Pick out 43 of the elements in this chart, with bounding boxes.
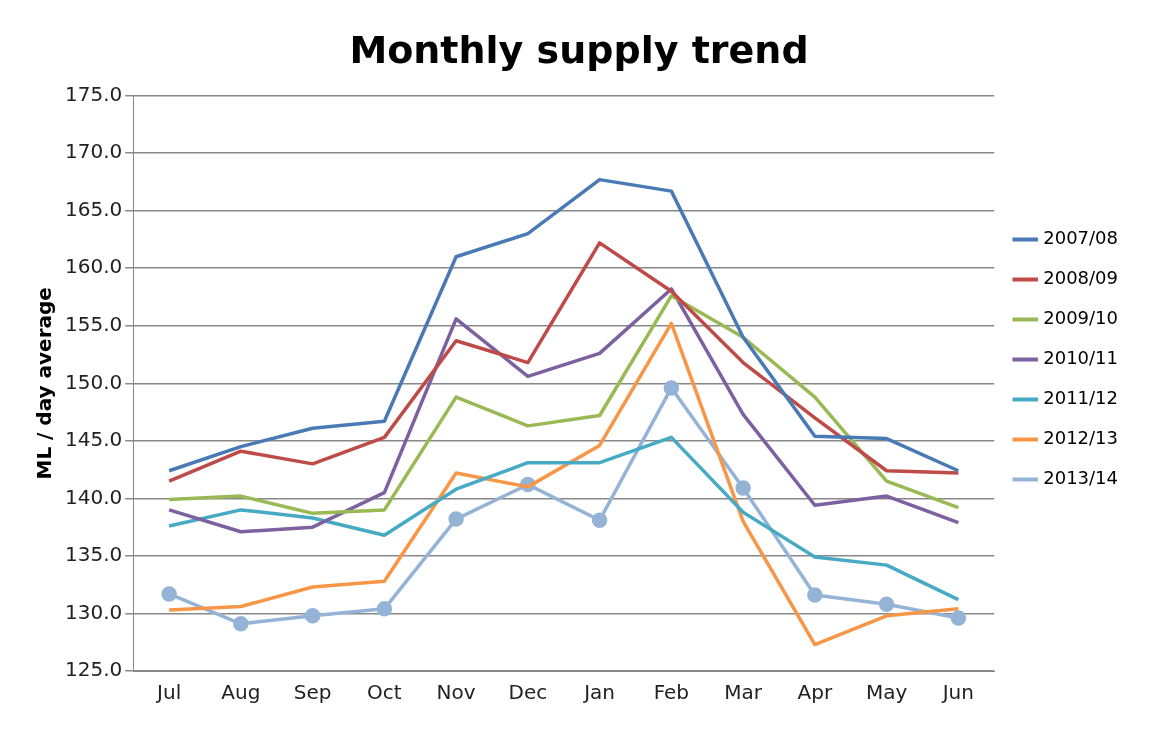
point [591, 512, 608, 528]
x-tick-label: May [865, 680, 908, 705]
point [304, 608, 321, 624]
x-tick-label: Feb [653, 680, 690, 705]
y-tick-label: 145.0 [64, 427, 123, 452]
legend-label: 2012/13 [1043, 427, 1118, 449]
x-tick-label: Nov [436, 680, 476, 705]
chart-title: Monthly supply trend [349, 27, 809, 72]
x-tick-label: Sep [293, 680, 332, 705]
point [376, 601, 393, 617]
legend-label: 2011/12 [1043, 387, 1118, 409]
legend-label: 2010/11 [1043, 347, 1118, 369]
x-tick-label: Aug [221, 680, 261, 705]
legend-label: 2008/09 [1043, 267, 1118, 289]
y-tick-label: 155.0 [64, 311, 123, 336]
point [448, 511, 464, 527]
x-tick-label: Mar [724, 680, 763, 705]
point [878, 596, 895, 612]
y-tick-label: 135.0 [64, 542, 123, 567]
x-tick-label: Jan [582, 680, 616, 705]
y-tick-label: 150.0 [64, 369, 123, 394]
y-tick-label: 125.0 [64, 657, 123, 682]
point [735, 480, 751, 496]
y-tick-label: 165.0 [64, 196, 123, 221]
y-tick-label: 140.0 [64, 484, 123, 509]
point [950, 610, 967, 626]
legend-label: 2013/14 [1043, 467, 1118, 489]
x-tick-label: Jul [155, 680, 182, 705]
point [807, 587, 823, 603]
y-axis-title: ML / day average [32, 287, 57, 480]
x-tick-label: Dec [508, 680, 548, 705]
x-tick-label: Oct [367, 680, 402, 705]
point [161, 586, 177, 602]
legend-label: 2009/10 [1043, 307, 1118, 329]
y-tick-label: 170.0 [64, 139, 123, 164]
point [663, 380, 680, 396]
x-tick-label: Jun [940, 680, 974, 705]
y-tick-label: 175.0 [64, 81, 123, 106]
x-tick-label: Apr [797, 680, 833, 705]
legend-label: 2007/08 [1043, 227, 1118, 249]
y-tick-label: 130.0 [64, 599, 123, 624]
y-tick-label: 160.0 [64, 254, 123, 279]
point [233, 616, 249, 632]
